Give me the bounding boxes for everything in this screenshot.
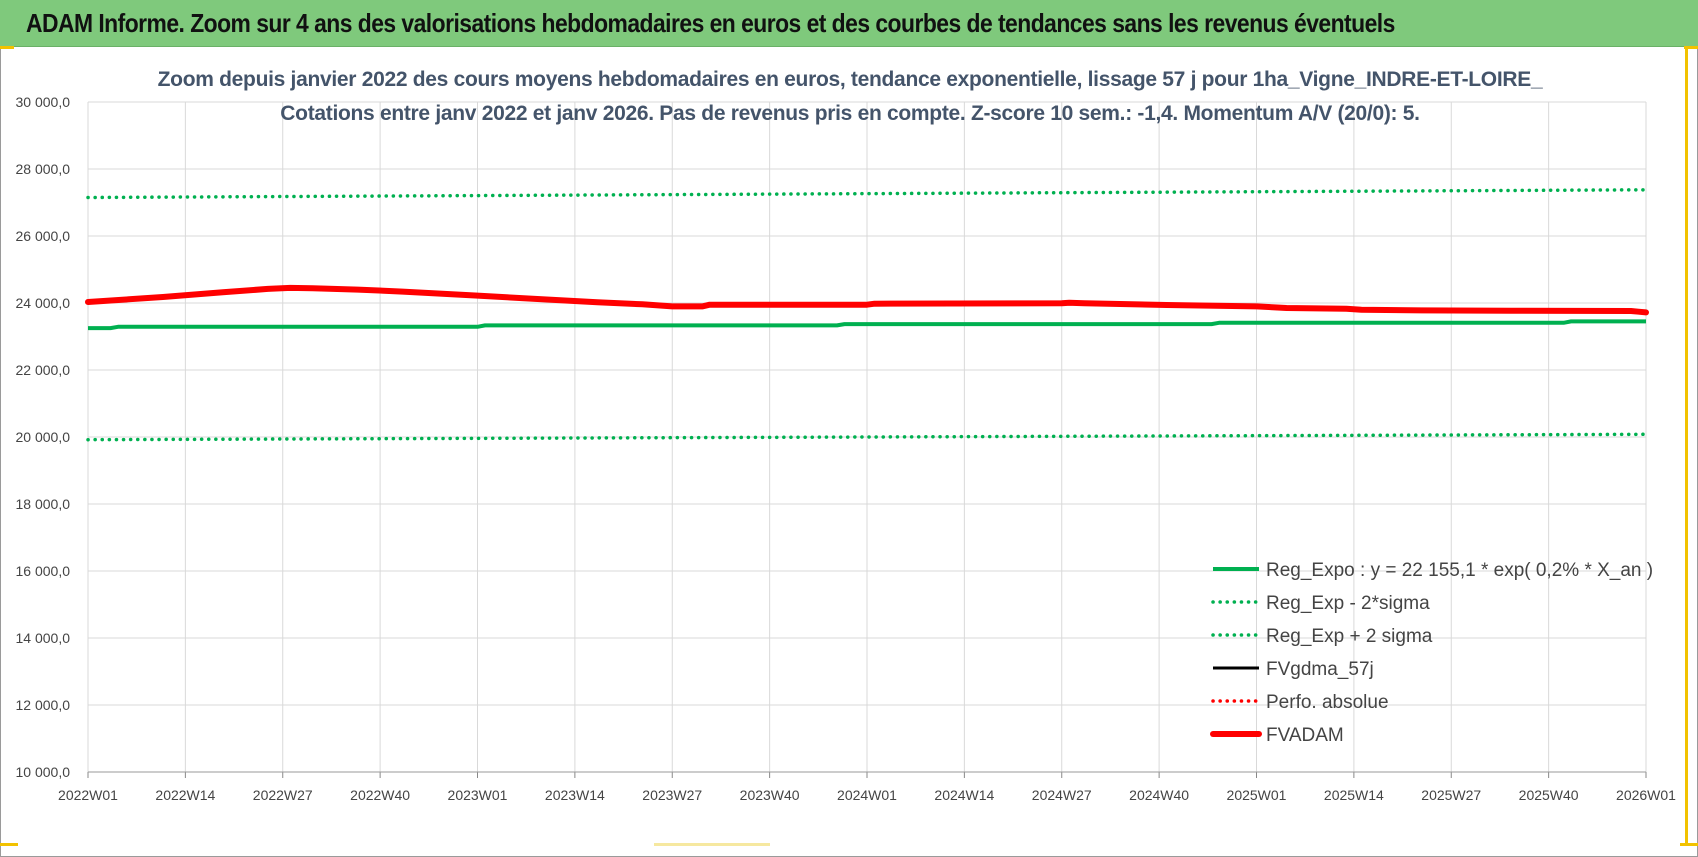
- x-tick-label: 2025W14: [1324, 787, 1384, 803]
- x-tick-label: 2023W01: [448, 787, 508, 803]
- legend-label: Reg_Exp - 2*sigma: [1266, 593, 1430, 614]
- x-tick-label: 2023W14: [545, 787, 605, 803]
- chart-grid: [87, 101, 1647, 778]
- corner-mark-bottom-right: [1680, 843, 1698, 846]
- corner-mark-top-left: [0, 46, 14, 49]
- chart-series: [85, 188, 1649, 442]
- x-tick-label: 2025W40: [1519, 787, 1579, 803]
- y-tick-label: 24 000,0: [16, 295, 71, 311]
- series-line-5: [85, 284, 1649, 316]
- series-line-0: [88, 319, 1646, 331]
- y-tick-label: 26 000,0: [16, 228, 71, 244]
- corner-mark-top-right: [1684, 46, 1698, 49]
- chart-legend: Reg_Expo : y = 22 155,1 * exp( 0,2% * X_…: [1210, 560, 1653, 746]
- x-tick-label: 2024W27: [1032, 787, 1092, 803]
- x-tick-label: 2024W14: [934, 787, 994, 803]
- x-tick-label: 2025W01: [1227, 787, 1287, 803]
- legend-label: Reg_Expo : y = 22 155,1 * exp( 0,2% * X_…: [1266, 560, 1653, 581]
- y-tick-label: 18 000,0: [16, 496, 71, 512]
- x-tick-label: 2026W01: [1616, 787, 1676, 803]
- x-tick-label: 2024W40: [1129, 787, 1189, 803]
- y-tick-label: 16 000,0: [16, 563, 71, 579]
- series-line-1: [86, 432, 1648, 442]
- report-banner: ADAM Informe. Zoom sur 4 ans des valoris…: [0, 0, 1698, 47]
- bottom-accent: [654, 843, 770, 846]
- x-tick-label: 2022W27: [253, 787, 313, 803]
- report-title: ADAM Informe. Zoom sur 4 ans des valoris…: [26, 8, 1395, 38]
- legend-label: Reg_Exp + 2 sigma: [1266, 626, 1433, 647]
- y-tick-label: 12 000,0: [16, 697, 71, 713]
- x-tick-label: 2022W01: [58, 787, 118, 803]
- y-tick-label: 28 000,0: [16, 161, 71, 177]
- legend-label: FVADAM: [1266, 725, 1344, 746]
- y-tick-label: 10 000,0: [16, 764, 71, 780]
- y-tick-label: 30 000,0: [16, 94, 71, 110]
- corner-mark-bottom-left: [0, 843, 18, 846]
- x-tick-label: 2022W14: [155, 787, 215, 803]
- legend-label: FVgdma_57j: [1266, 659, 1374, 680]
- chart-title-line1: Zoom depuis janvier 2022 des cours moyen…: [157, 68, 1543, 91]
- y-tick-label: 22 000,0: [16, 362, 71, 378]
- x-tick-label: 2023W40: [740, 787, 800, 803]
- y-tick-label: 20 000,0: [16, 429, 71, 445]
- legend-label: Perfo. absolue: [1266, 692, 1389, 713]
- x-tick-label: 2024W01: [837, 787, 897, 803]
- corner-mark-right-edge: [1685, 46, 1688, 846]
- y-axis-ticks: 10 000,0 12 000,0 14 000,0 16 000,0 18 000,0…: [16, 94, 71, 780]
- x-axis-ticks: 2022W01 2022W14 2022W27 2022W40 2023W01 2023W…: [58, 787, 1676, 803]
- x-tick-label: 2022W40: [350, 787, 410, 803]
- chart-title-line2: Cotations entre janv 2022 et janv 2026. …: [280, 102, 1420, 125]
- x-tick-label: 2023W27: [642, 787, 702, 803]
- series-line-2: [86, 188, 1648, 200]
- x-tick-label: 2025W27: [1421, 787, 1481, 803]
- y-tick-label: 14 000,0: [16, 630, 71, 646]
